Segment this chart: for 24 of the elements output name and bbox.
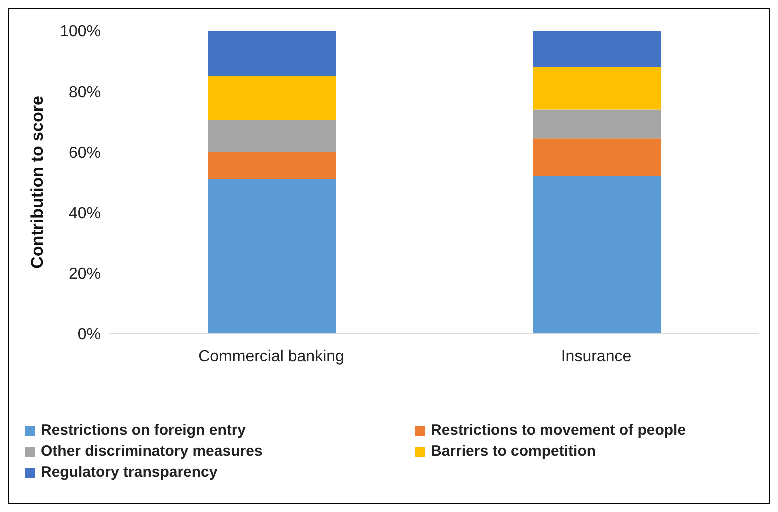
bar (533, 110, 661, 139)
y-tick-label: 40% (68, 205, 101, 222)
bar (533, 176, 661, 334)
bar (533, 138, 661, 176)
x-tick-label: Insurance (561, 348, 632, 366)
bar (208, 31, 336, 76)
y-tick-label: 80% (68, 84, 101, 102)
bar (208, 152, 336, 180)
bar (208, 120, 336, 152)
bar (533, 31, 661, 68)
y-tick-label: 60% (68, 144, 101, 162)
y-tick-label: 0% (78, 326, 101, 344)
y-axis-title: Contribution to score (28, 96, 48, 269)
y-tick-label: 100% (60, 24, 101, 41)
x-tick-label: Commercial banking (198, 348, 344, 366)
legend-label: Other discriminatory measures (41, 443, 263, 460)
bar (208, 179, 336, 334)
legend-label: Barriers to competition (431, 443, 596, 460)
legend-label: Restrictions on foreign entry (41, 422, 246, 439)
bar (208, 76, 336, 120)
legend-label: Regulatory transparency (41, 464, 218, 481)
bar (533, 67, 661, 110)
y-tick-label: 20% (68, 266, 101, 284)
legend-label: Restrictions to movement of people (431, 422, 686, 439)
